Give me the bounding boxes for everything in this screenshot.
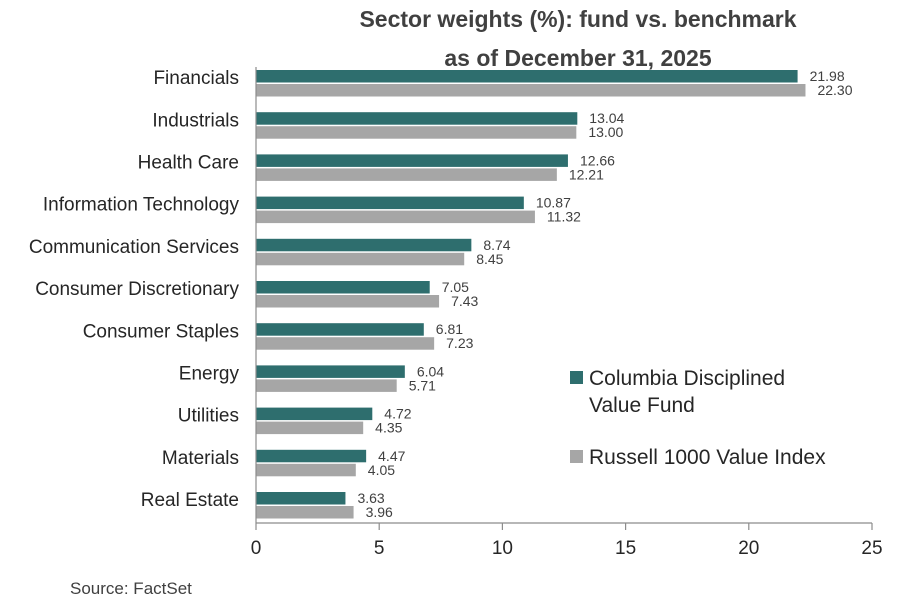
data-label: 10.87 xyxy=(536,195,571,211)
bar xyxy=(256,70,798,83)
category-label: Financials xyxy=(153,68,239,89)
bar xyxy=(256,379,397,392)
data-label: 4.05 xyxy=(368,462,395,478)
bar xyxy=(256,323,424,336)
data-label: 13.00 xyxy=(588,124,623,140)
legend-swatch xyxy=(570,371,583,384)
data-label: 7.05 xyxy=(442,279,469,295)
bar xyxy=(256,112,578,125)
x-tick-label: 5 xyxy=(374,538,385,559)
legend-label: Russell 1000 Value Index xyxy=(589,446,826,469)
data-label: 7.43 xyxy=(451,293,478,309)
bar xyxy=(256,463,356,477)
data-label: 13.04 xyxy=(589,110,624,126)
bar xyxy=(256,337,435,350)
bar xyxy=(256,407,373,421)
bar xyxy=(256,449,367,463)
category-label: Real Estate xyxy=(141,490,239,511)
data-label: 3.63 xyxy=(357,490,384,506)
data-label: 4.35 xyxy=(375,420,402,436)
bar xyxy=(256,126,577,139)
source-note: Source: FactSet xyxy=(70,579,192,598)
legend-label: Value Fund xyxy=(589,394,695,417)
category-label: Utilities xyxy=(178,406,239,427)
bar xyxy=(256,281,430,294)
data-label: 4.72 xyxy=(384,406,411,422)
data-label: 22.30 xyxy=(817,82,852,98)
data-label: 6.81 xyxy=(436,321,463,337)
category-label: Health Care xyxy=(138,153,239,174)
x-tick-label: 10 xyxy=(492,538,513,559)
legend-label: Columbia Disciplined xyxy=(589,367,785,390)
bar xyxy=(256,84,806,97)
chart-title-line-1: Sector weights (%): fund vs. benchmark xyxy=(359,6,796,32)
data-label: 21.98 xyxy=(810,68,845,84)
category-label: Materials xyxy=(162,448,239,469)
x-tick-label: 25 xyxy=(861,538,882,559)
bar xyxy=(256,365,405,378)
x-tick-label: 20 xyxy=(738,538,759,559)
legend-swatch xyxy=(570,450,583,463)
data-label: 11.32 xyxy=(547,209,581,225)
data-label: 8.45 xyxy=(476,251,503,267)
bar xyxy=(256,252,465,266)
data-label: 7.23 xyxy=(446,335,473,351)
chart-title-line-2: as of December 31, 2025 xyxy=(444,45,711,71)
bar xyxy=(256,492,346,505)
data-label: 12.21 xyxy=(569,166,604,182)
category-label: Industrials xyxy=(152,110,239,131)
category-label: Communication Services xyxy=(29,237,239,258)
x-tick-label: 0 xyxy=(251,538,262,559)
bar xyxy=(256,210,535,224)
bar xyxy=(256,154,568,167)
bar xyxy=(256,238,472,252)
legend: Columbia Disciplined Value Fund Russell 10… xyxy=(570,367,826,469)
bar xyxy=(256,421,364,435)
category-label: Energy xyxy=(179,364,240,385)
data-label: 6.04 xyxy=(417,363,444,379)
data-label: 8.74 xyxy=(483,237,510,253)
bar xyxy=(256,295,440,308)
category-label: Consumer Discretionary xyxy=(35,279,239,300)
bar xyxy=(256,506,354,519)
category-label: Consumer Staples xyxy=(83,321,239,342)
bar xyxy=(256,196,524,210)
data-label: 4.47 xyxy=(378,448,405,464)
x-tick-label: 15 xyxy=(615,538,636,559)
bar xyxy=(256,168,557,181)
data-label: 5.71 xyxy=(409,377,436,393)
category-label: Information Technology xyxy=(43,195,240,216)
data-label: 12.66 xyxy=(580,152,615,168)
data-label: 3.96 xyxy=(366,504,393,520)
